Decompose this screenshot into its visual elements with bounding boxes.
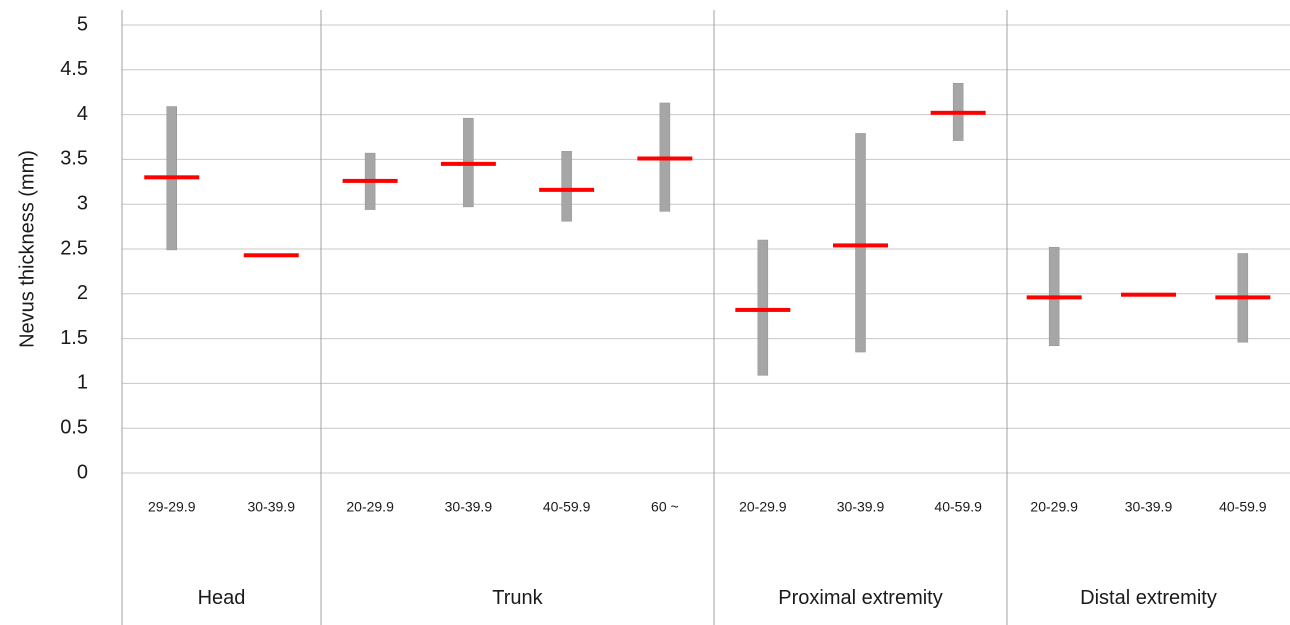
group-separators xyxy=(121,10,1008,625)
range-bar xyxy=(757,239,769,376)
group-label: Head xyxy=(198,587,246,609)
group-label: Distal extremity xyxy=(1080,587,1217,609)
y-tick-label: 4.5 xyxy=(60,58,88,80)
y-tick-label: 2.5 xyxy=(60,237,88,259)
median-marker xyxy=(1026,295,1082,300)
group-labels: Head Trunk Proximal extremity Distal extrem… xyxy=(198,587,1217,609)
grid-layer xyxy=(122,24,1290,474)
x-tick-label: 40-59.9 xyxy=(934,499,982,515)
median-marker xyxy=(833,243,888,248)
y-tick-label: 0.5 xyxy=(60,416,88,438)
median-marker xyxy=(735,307,791,312)
x-tick-label: 30-39.9 xyxy=(445,499,493,515)
median-marker xyxy=(1215,295,1271,300)
y-tick-label: 3 xyxy=(77,192,88,214)
median-marker xyxy=(1121,292,1176,297)
median-marker xyxy=(440,161,496,166)
range-bar xyxy=(855,133,866,353)
y-tick-label: 1 xyxy=(77,372,88,394)
x-tick-label: 60 ~ xyxy=(651,499,679,515)
y-tick-label: 0 xyxy=(77,461,88,483)
x-tick-label: 30-39.9 xyxy=(837,499,885,515)
x-axis-tick-labels: 29-29.9 30-39.9 20-29.9 30-39.9 40-59.9 60 ~ 2… xyxy=(148,499,1267,515)
median-marker xyxy=(144,175,200,180)
median-marker xyxy=(637,156,693,161)
x-tick-label: 29-29.9 xyxy=(148,499,196,515)
median-marker xyxy=(243,253,299,258)
x-tick-label: 20-29.9 xyxy=(739,499,787,515)
x-tick-label: 30-39.9 xyxy=(248,499,296,515)
x-tick-label: 30-39.9 xyxy=(1125,499,1173,515)
range-bar xyxy=(561,151,572,222)
median-marker xyxy=(930,110,986,115)
y-tick-label: 1.5 xyxy=(60,327,88,349)
y-axis-label: Nevus thickness (mm) xyxy=(16,150,38,348)
y-tick-label: 5 xyxy=(77,13,88,35)
x-tick-label: 40-59.9 xyxy=(543,499,591,515)
x-tick-label: 20-29.9 xyxy=(1030,499,1078,515)
median-marker xyxy=(539,187,595,192)
y-tick-label: 4 xyxy=(77,103,88,125)
group-label: Proximal extremity xyxy=(778,587,942,609)
y-axis-ticks: 0 0.5 1 1.5 2 2.5 3 3.5 4 4.5 5 xyxy=(60,13,88,483)
y-tick-label: 3.5 xyxy=(60,148,88,170)
x-tick-label: 40-59.9 xyxy=(1219,499,1267,515)
group-label: Trunk xyxy=(492,587,543,609)
median-marker xyxy=(342,178,398,183)
y-tick-label: 2 xyxy=(77,282,88,304)
x-tick-label: 20-29.9 xyxy=(346,499,394,515)
range-bars xyxy=(144,82,1271,376)
